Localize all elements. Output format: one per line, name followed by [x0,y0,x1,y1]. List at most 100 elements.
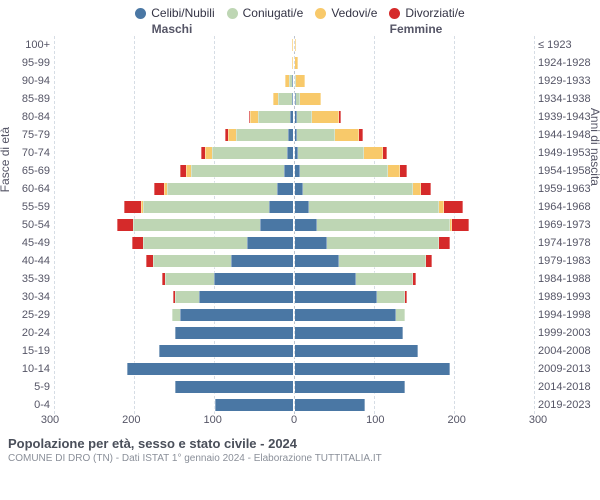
bar-segment-coniugati [153,255,232,267]
bar-segment-coniugati [165,273,214,285]
bar-segment-celibi [295,219,317,231]
birth-year-label: 1934-1938 [538,90,600,108]
bar-segment-celibi [295,273,356,285]
y-axis-labels-left: 100+95-9990-9485-8980-8475-7970-7465-696… [0,36,54,414]
bar-segment-vedovi [295,39,296,51]
bar-row [294,72,534,90]
age-band-label: 30-34 [0,288,50,306]
bar-segment-coniugati [143,201,269,213]
bar-segment-divorziati [132,237,143,249]
legend-swatch [135,8,146,19]
bar-segment-celibi [284,165,293,177]
bar-stack [294,164,408,178]
bar-segment-celibi [295,327,403,339]
male-bars [54,36,294,414]
bar-segment-divorziati [383,147,388,159]
bar-segment-celibi [180,309,293,321]
bar-segment-celibi [159,345,293,357]
birth-year-label: 1994-1998 [538,306,600,324]
bar-row [54,36,294,54]
bar-segment-divorziati [421,183,430,195]
chart: Fasce di età Anni di nascita 100+95-9990… [0,36,600,414]
chart-subtitle: COMUNE DI DRO (TN) - Dati ISTAT 1° genna… [8,453,592,464]
age-band-label: 95-99 [0,54,50,72]
bar-segment-coniugati [191,165,284,177]
bar-stack [174,326,294,340]
bar-segment-vedovi [335,129,360,141]
x-tick-label: 0 [291,414,297,426]
birth-year-label: 2019-2023 [538,396,600,414]
bar-stack [294,272,417,286]
x-tick-label: 300 [41,414,59,426]
birth-year-label: 1969-1973 [538,216,600,234]
bar-segment-celibi [295,237,327,249]
bar-segment-divorziati [400,165,406,177]
bar-row [294,324,534,342]
bar-row [54,324,294,342]
bar-row [294,378,534,396]
bar-row [54,378,294,396]
bar-row [294,396,534,414]
bar-stack [294,380,406,394]
bar-segment-vedovi [413,183,421,195]
legend-label: Vedovi/e [331,6,377,20]
bar-stack [116,218,294,232]
bar-stack [123,200,294,214]
bar-stack [214,398,294,412]
bar-row [294,54,534,72]
bar-row [54,108,294,126]
header-male: Maschi [50,22,294,36]
bar-segment-coniugati [172,309,180,321]
bar-row [54,72,294,90]
bar-segment-coniugati [258,111,290,123]
birth-year-label: 2009-2013 [538,360,600,378]
bar-segment-coniugati [236,129,289,141]
bar-row [294,144,534,162]
bar-row [294,198,534,216]
bar-stack [174,380,294,394]
x-tick-label: 200 [122,414,140,426]
bar-segment-divorziati [154,183,163,195]
bar-row [294,288,534,306]
plot-area [54,36,534,414]
bar-stack [294,398,366,412]
birth-year-label: ≤ 1923 [538,36,600,54]
legend-label: Celibi/Nubili [151,6,214,20]
bar-segment-coniugati [300,165,388,177]
birth-year-label: 1929-1933 [538,72,600,90]
legend-swatch [315,8,326,19]
bar-row [294,270,534,288]
birth-year-label: 2014-2018 [538,378,600,396]
age-band-label: 45-49 [0,234,50,252]
bar-stack [158,344,294,358]
bar-segment-vedovi [228,129,236,141]
bar-segment-divorziati [452,219,469,231]
age-band-label: 100+ [0,36,50,54]
bar-segment-vedovi [364,147,383,159]
legend-label: Coniugati/e [243,6,304,20]
bar-stack [284,74,294,88]
legend-item-divorziati: Divorziati/e [389,6,464,20]
age-band-label: 20-24 [0,324,50,342]
bar-row [294,234,534,252]
birth-year-label: 2004-2008 [538,342,600,360]
bar-segment-coniugati [327,237,439,249]
bar-segment-coniugati [298,147,364,159]
age-band-label: 55-59 [0,198,50,216]
bar-segment-divorziati [359,129,362,141]
legend-item-celibi: Celibi/Nubili [135,6,214,20]
bar-stack [294,146,388,160]
bar-stack [294,344,419,358]
bar-segment-coniugati [339,255,426,267]
bar-stack [153,182,294,196]
birth-year-label: 1979-1983 [538,252,600,270]
bar-stack [294,362,451,376]
x-axis: 3002001000100200300 [0,414,600,430]
bar-segment-celibi [269,201,293,213]
bar-row [294,90,534,108]
bar-segment-coniugati [356,273,413,285]
bar-stack [272,92,294,106]
female-bars [294,36,534,414]
bar-segment-celibi [292,93,293,105]
bar-row [54,234,294,252]
